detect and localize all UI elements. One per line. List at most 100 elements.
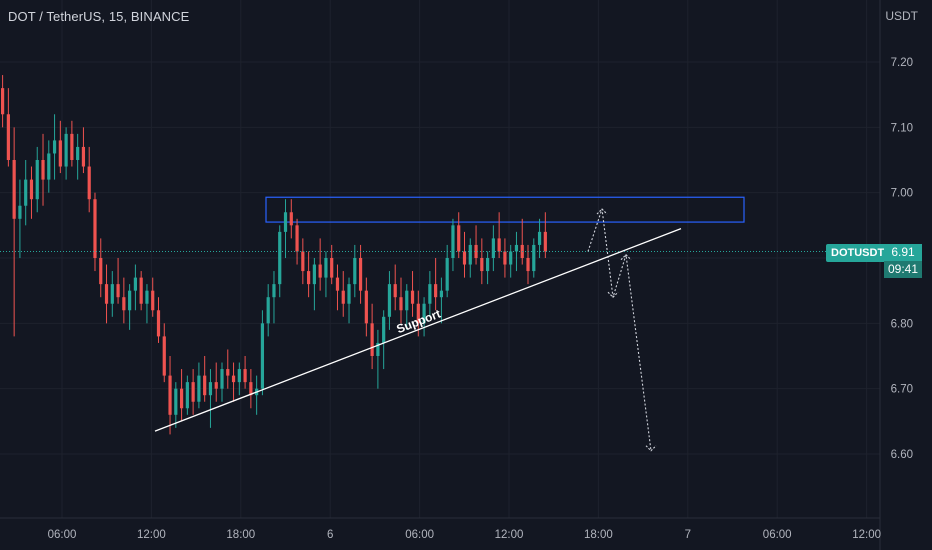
candle-body [457,225,461,252]
symbol-price-tag: DOTUSDT [826,244,890,262]
candle-body [104,284,109,304]
resistance-zone-layer [265,196,745,223]
candle-body [260,323,265,389]
candle [104,264,109,324]
candle [416,290,420,337]
x-tick-label: 12:00 [495,529,524,541]
y-tick-label: 7.10 [891,122,913,134]
candle-body [64,133,68,167]
candle-body [509,251,513,265]
candle [260,310,265,396]
candle-body [399,297,403,311]
candle-body [445,258,449,291]
candle [231,362,236,402]
candle [41,133,45,206]
y-tick-label: 6.60 [891,449,913,461]
countdown-label: 09:41 [884,261,922,278]
candle-body [76,146,80,160]
candle [335,264,340,311]
candle-body [543,231,547,252]
candle-body [35,160,39,200]
candle [410,271,415,317]
candle [168,356,172,435]
grid [0,0,881,550]
candle [358,244,363,304]
candle-body [145,290,149,304]
candle-body [12,160,16,219]
candle-body [283,212,288,232]
candle-body [197,375,201,402]
candle [387,271,392,330]
candle [543,212,547,258]
candle-body [307,271,311,285]
candle-body [243,369,247,383]
candle [110,271,114,317]
candle [6,88,10,167]
candle-body [18,205,22,219]
candle [364,277,368,337]
candle [439,277,444,324]
projection-arrowhead [645,445,657,452]
candle [370,303,374,370]
candle-body [353,258,357,285]
candle-body [416,303,420,324]
x-axis[interactable]: 06:00 12:00 18:00 6 06:00 12:00 18:00 7 06:00 12:… [48,529,881,541]
candle [24,160,28,226]
candle-body [330,258,334,278]
candle-body [226,369,230,376]
candle-body [393,284,397,298]
candle [468,238,472,278]
candle [93,192,97,272]
candle [301,238,305,285]
candle [266,284,270,337]
candle [445,244,449,298]
candle-body [537,231,542,245]
candle-body [278,231,282,285]
candle [52,114,57,180]
candle [347,277,351,324]
candle-body [266,297,270,324]
candle [480,238,484,285]
candle [179,369,184,422]
candle-body [405,290,409,311]
candle-body [87,166,91,200]
candle [122,277,126,324]
candle [341,271,345,317]
candle-body [324,258,328,278]
candle-body [179,388,184,409]
x-tick-label: 12:00 [137,529,166,541]
candle [537,218,542,258]
candle [226,349,230,389]
candle [237,362,241,396]
candle-body [116,284,120,298]
currency-label: USDT [885,9,918,23]
candle [133,264,137,311]
candle [474,225,478,265]
candle-body [376,342,380,356]
candle-body [318,264,322,278]
candle [29,166,34,219]
candle-body [81,146,86,167]
candle [318,238,322,291]
candle-body [480,258,484,272]
chart-title: DOT / TetherUS, 15, BINANCE [8,9,190,24]
candle [422,297,426,337]
candle [145,284,149,324]
candle [208,369,213,428]
candle [278,225,282,298]
candle [249,369,253,409]
candle [58,120,62,174]
candle [64,127,68,180]
candle [428,271,432,317]
candle-body [58,140,62,167]
candle [509,244,513,278]
candle [76,133,80,180]
y-tick-label: 6.70 [891,384,913,396]
candle-body [370,323,374,356]
candle [272,271,276,324]
candle [156,297,161,343]
projection-arrowhead [596,208,608,215]
candle-body [249,382,253,396]
